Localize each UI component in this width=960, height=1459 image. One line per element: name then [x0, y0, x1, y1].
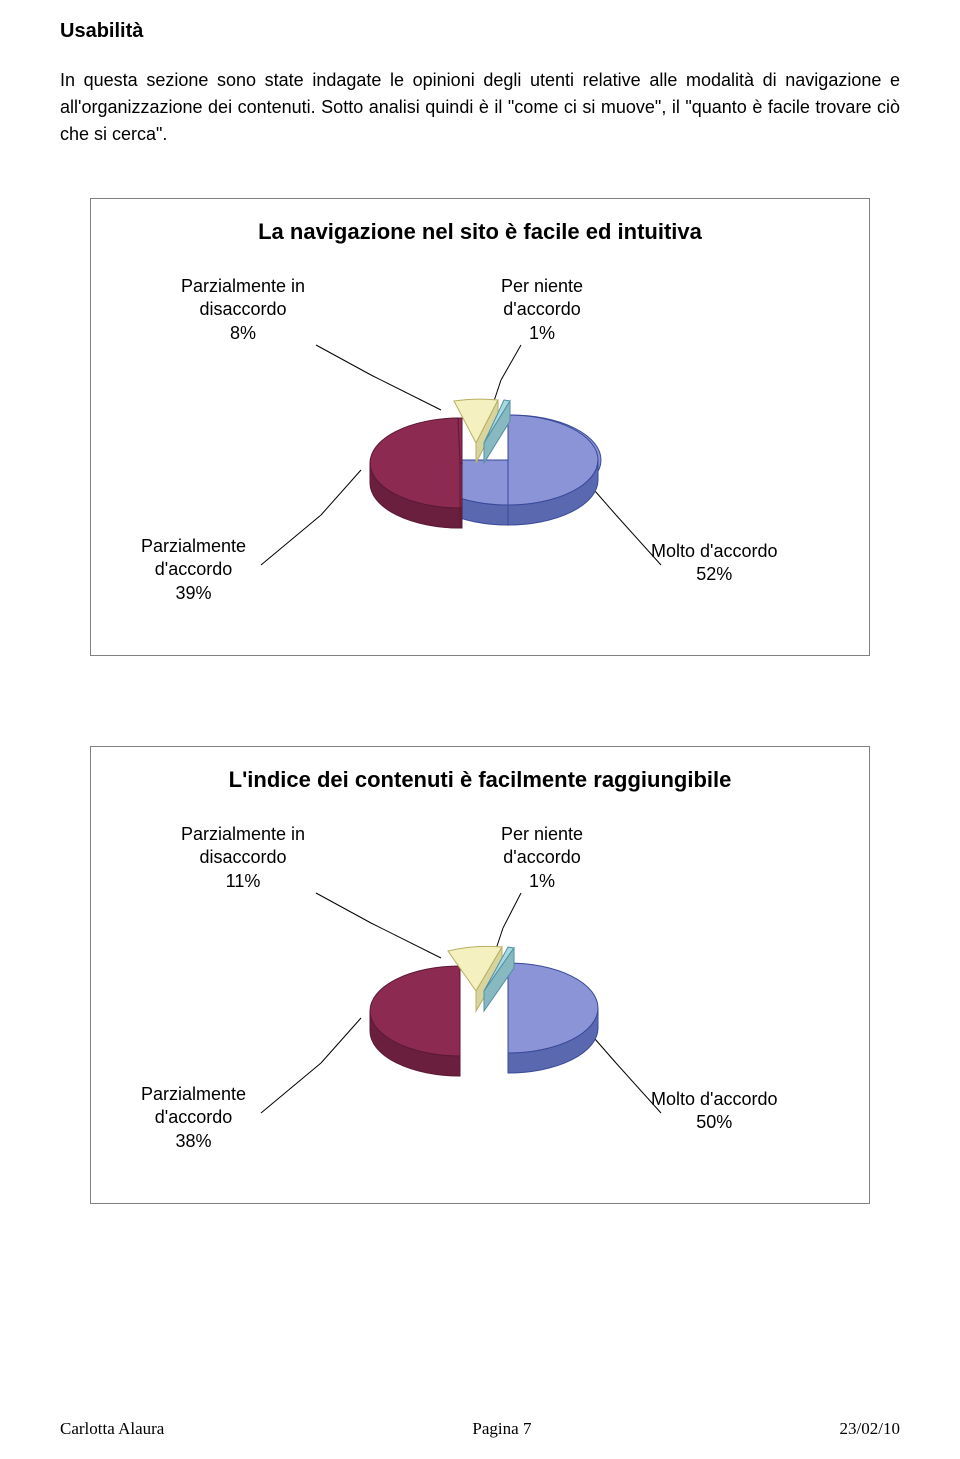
chart-1-pie	[330, 395, 630, 550]
chart-1-container: La navigazione nel sito è facile ed intu…	[90, 198, 870, 656]
chart-1-title: La navigazione nel sito è facile ed intu…	[121, 219, 839, 245]
page-footer: Carlotta Alaura Pagina 7 23/02/10	[60, 1419, 900, 1439]
footer-author: Carlotta Alaura	[60, 1419, 164, 1439]
chart-2-container: L'indice dei contenuti è facilmente ragg…	[90, 746, 870, 1204]
chart-1-area: Parzialmente in disaccordo 8% Per niente…	[121, 275, 839, 625]
footer-date: 23/02/10	[840, 1419, 900, 1439]
chart-2-title: L'indice dei contenuti è facilmente ragg…	[121, 767, 839, 793]
chart-2-area: Parzialmente in disaccordo 11% Per nient…	[121, 823, 839, 1173]
pie-svg	[330, 395, 630, 545]
intro-paragraph: In questa sezione sono state indagate le…	[60, 67, 900, 148]
footer-page: Pagina 7	[472, 1419, 531, 1439]
pie-svg	[330, 943, 630, 1093]
chart-2-pie	[330, 943, 630, 1098]
section-title: Usabilità	[60, 20, 900, 43]
